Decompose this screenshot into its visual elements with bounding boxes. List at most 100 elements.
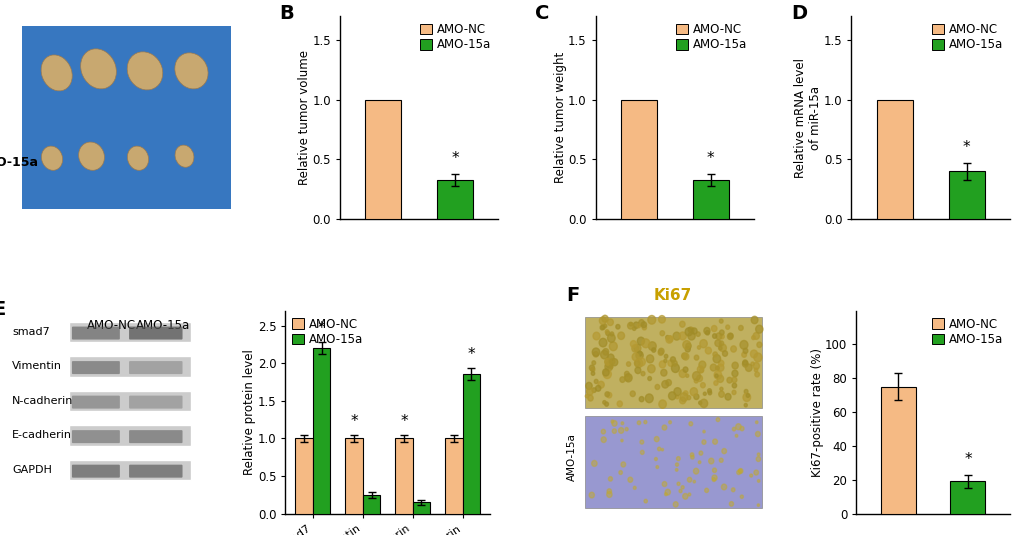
Circle shape <box>633 322 639 328</box>
Circle shape <box>618 427 624 433</box>
Bar <box>363 495 380 514</box>
Circle shape <box>647 316 655 324</box>
Text: Vimentin: Vimentin <box>12 361 62 371</box>
Circle shape <box>691 328 696 334</box>
Text: AMO-NC: AMO-NC <box>87 319 136 332</box>
Circle shape <box>637 324 640 328</box>
Circle shape <box>600 437 605 442</box>
Circle shape <box>643 421 646 424</box>
Circle shape <box>603 324 606 328</box>
Circle shape <box>602 401 605 404</box>
Circle shape <box>718 330 723 335</box>
Circle shape <box>608 365 612 369</box>
Circle shape <box>740 426 743 431</box>
Circle shape <box>673 332 680 340</box>
Circle shape <box>673 502 678 507</box>
Bar <box>69 322 191 342</box>
Circle shape <box>602 370 610 379</box>
Circle shape <box>732 377 736 383</box>
Circle shape <box>620 377 625 383</box>
Circle shape <box>732 390 736 395</box>
Circle shape <box>657 350 662 355</box>
Circle shape <box>685 343 691 349</box>
Bar <box>365 100 400 219</box>
Circle shape <box>648 342 655 350</box>
Circle shape <box>688 493 690 496</box>
Circle shape <box>658 316 664 323</box>
Text: *: * <box>350 414 358 429</box>
Text: AMO-15a: AMO-15a <box>0 156 40 169</box>
Circle shape <box>589 492 594 498</box>
Circle shape <box>718 346 721 350</box>
Circle shape <box>595 385 600 391</box>
Circle shape <box>729 502 733 506</box>
Circle shape <box>682 341 690 349</box>
Circle shape <box>631 345 638 352</box>
FancyBboxPatch shape <box>72 326 120 340</box>
Circle shape <box>640 371 644 376</box>
Text: smad7: smad7 <box>12 327 50 337</box>
Circle shape <box>746 394 749 398</box>
Text: GAPDH: GAPDH <box>12 465 52 475</box>
FancyBboxPatch shape <box>129 395 182 409</box>
Circle shape <box>624 373 632 382</box>
Circle shape <box>682 493 687 499</box>
Ellipse shape <box>127 146 149 170</box>
Circle shape <box>640 450 644 454</box>
Circle shape <box>605 361 611 368</box>
Circle shape <box>731 488 735 492</box>
Circle shape <box>699 399 707 408</box>
Circle shape <box>664 489 669 495</box>
Circle shape <box>699 369 703 372</box>
Circle shape <box>720 484 726 490</box>
Circle shape <box>632 353 639 361</box>
FancyBboxPatch shape <box>129 430 182 443</box>
Circle shape <box>607 477 611 481</box>
Circle shape <box>606 489 611 494</box>
Circle shape <box>655 465 658 469</box>
FancyBboxPatch shape <box>72 395 120 409</box>
Circle shape <box>755 457 760 462</box>
Circle shape <box>586 388 593 395</box>
Circle shape <box>663 354 667 358</box>
Circle shape <box>675 463 678 467</box>
Circle shape <box>590 367 594 372</box>
Circle shape <box>637 358 645 366</box>
Circle shape <box>639 396 643 402</box>
Circle shape <box>674 388 681 396</box>
Circle shape <box>609 358 614 364</box>
Circle shape <box>681 353 687 359</box>
Text: *: * <box>318 321 325 336</box>
Circle shape <box>741 352 746 357</box>
Circle shape <box>604 392 609 397</box>
Text: E: E <box>0 300 5 319</box>
Circle shape <box>624 374 630 381</box>
Circle shape <box>606 392 611 398</box>
Circle shape <box>757 479 759 482</box>
Circle shape <box>609 332 613 336</box>
Circle shape <box>667 360 674 366</box>
Circle shape <box>756 504 759 506</box>
Legend: AMO-NC, AMO-15a: AMO-NC, AMO-15a <box>930 316 1003 347</box>
Circle shape <box>589 365 594 371</box>
Circle shape <box>713 381 717 385</box>
Circle shape <box>602 369 608 376</box>
Y-axis label: Relative protein level: Relative protein level <box>244 349 256 475</box>
Circle shape <box>599 325 603 330</box>
Circle shape <box>668 421 671 424</box>
Circle shape <box>718 344 726 351</box>
Circle shape <box>680 393 687 401</box>
Circle shape <box>690 453 693 457</box>
Circle shape <box>730 346 736 352</box>
Circle shape <box>693 394 698 400</box>
Circle shape <box>755 421 757 424</box>
Circle shape <box>591 361 595 365</box>
Circle shape <box>630 341 636 347</box>
Circle shape <box>632 327 635 331</box>
Circle shape <box>727 333 733 340</box>
Circle shape <box>679 397 685 404</box>
Circle shape <box>719 334 723 339</box>
Bar <box>692 180 729 219</box>
Circle shape <box>607 354 613 361</box>
Circle shape <box>633 486 636 490</box>
